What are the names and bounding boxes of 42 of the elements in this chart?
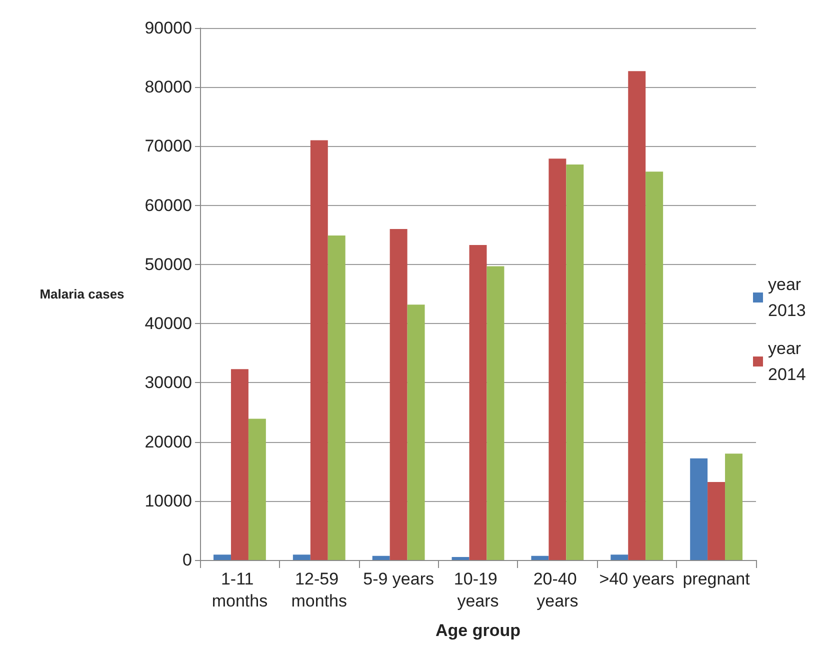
bar [708,482,726,560]
bar [725,454,742,560]
x-axis-title: Age group [436,621,520,640]
bar [690,458,708,560]
bar [628,71,646,560]
bar [310,140,328,560]
x-tick-label: 20-40 years [533,570,582,610]
bar [328,235,346,560]
bar [292,554,310,560]
legend-label: year 2013 [768,275,806,320]
y-tick-label: 70000 [144,136,192,156]
y-tick-label: 60000 [144,196,192,215]
y-axis-title: Malaria cases [40,286,124,302]
legend-label: year 2014 [768,339,806,384]
y-tick-label: 0 [182,550,192,570]
y-tick-label: 20000 [144,432,192,452]
bar [646,172,664,560]
y-tick-label: 50000 [144,254,192,274]
bar [610,554,628,560]
bar [248,418,266,560]
x-tick-label: pregnant [682,570,750,588]
bar [372,556,390,560]
bar [407,304,425,560]
y-tick-label: 30000 [144,373,192,392]
bar [452,557,470,560]
bar [469,244,487,560]
y-tick-label: 90000 [144,18,192,38]
x-tick-label: >40 years [599,570,674,588]
bar [230,369,248,560]
y-tick-label: 40000 [144,314,192,334]
bar [566,164,584,560]
x-tick-label: 5-9 years [363,570,434,588]
x-tick-label: 12-59 months [291,570,348,610]
y-tick-label: 10000 [144,491,192,510]
y-tick-label: 80000 [144,78,192,97]
bar [486,266,504,560]
x-tick-label: 10-19 years [454,570,502,610]
bar [531,556,549,560]
bar [390,228,408,560]
x-tick-label: 1-11 months [212,570,268,610]
bar [214,554,231,560]
bar [548,158,566,560]
